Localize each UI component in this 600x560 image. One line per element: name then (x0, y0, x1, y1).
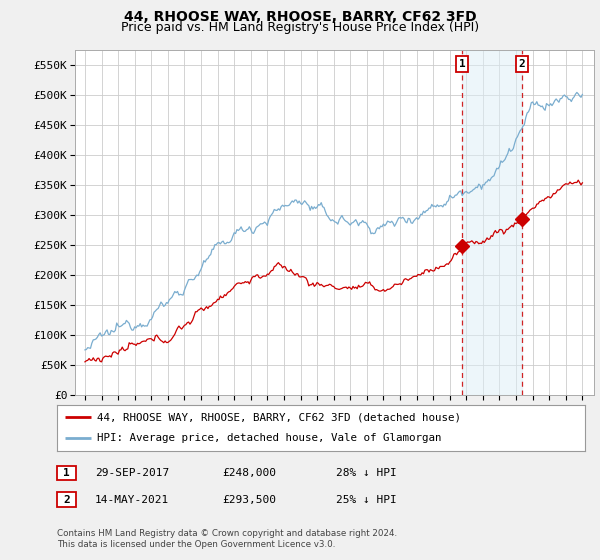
Text: 2: 2 (63, 494, 70, 505)
Text: 1: 1 (63, 468, 70, 478)
Text: 25% ↓ HPI: 25% ↓ HPI (336, 494, 397, 505)
Text: Contains HM Land Registry data © Crown copyright and database right 2024.
This d: Contains HM Land Registry data © Crown c… (57, 529, 397, 549)
Text: HPI: Average price, detached house, Vale of Glamorgan: HPI: Average price, detached house, Vale… (97, 433, 441, 444)
Text: 1: 1 (459, 59, 466, 69)
Text: 2: 2 (519, 59, 526, 69)
Text: 44, RHOOSE WAY, RHOOSE, BARRY, CF62 3FD: 44, RHOOSE WAY, RHOOSE, BARRY, CF62 3FD (124, 10, 476, 24)
Text: £293,500: £293,500 (222, 494, 276, 505)
Text: £248,000: £248,000 (222, 468, 276, 478)
Text: 28% ↓ HPI: 28% ↓ HPI (336, 468, 397, 478)
Text: Price paid vs. HM Land Registry's House Price Index (HPI): Price paid vs. HM Land Registry's House … (121, 21, 479, 34)
Text: 44, RHOOSE WAY, RHOOSE, BARRY, CF62 3FD (detached house): 44, RHOOSE WAY, RHOOSE, BARRY, CF62 3FD … (97, 412, 461, 422)
Text: 29-SEP-2017: 29-SEP-2017 (95, 468, 169, 478)
Text: 14-MAY-2021: 14-MAY-2021 (95, 494, 169, 505)
